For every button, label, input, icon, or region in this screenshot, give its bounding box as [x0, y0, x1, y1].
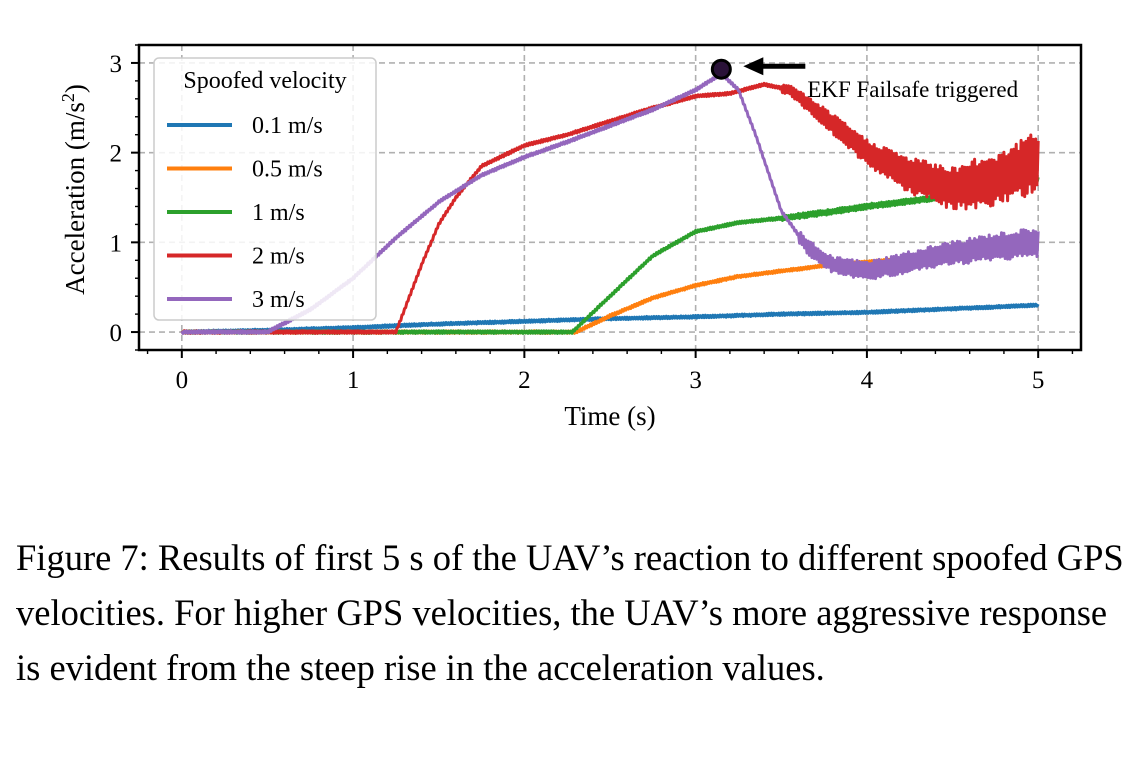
- annotation-arrowhead: [743, 57, 764, 76]
- legend-label: 0.5 m/s: [252, 157, 323, 183]
- y-tick-label: 2: [110, 141, 123, 168]
- figure-caption: Figure 7: Results of first 5 s of the UA…: [16, 537, 1124, 688]
- y-tick-label: 3: [110, 51, 123, 78]
- annotation: EKF Failsafe triggered: [710, 57, 1019, 102]
- legend-box: [153, 57, 377, 321]
- x-tick-label: 2: [518, 367, 531, 394]
- plot-frame: [137, 43, 1083, 352]
- legend-label: 2 m/s: [252, 244, 305, 270]
- legend: Spoofed velocity 0.1 m/s 0.5 m/s 1 m/s 2 m/…: [153, 57, 377, 321]
- x-tick-label: 4: [861, 367, 874, 394]
- x-tick-label: 0: [176, 367, 189, 394]
- legend-items: 0.1 m/s 0.5 m/s 1 m/s 2 m/s 3 m/s: [167, 113, 323, 313]
- axis-ticks: 0 1 2 3 4 5 0 1 2 3: [110, 44, 1074, 394]
- line-chart: EKF Failsafe triggered 0 1 2 3 4 5 0 1 2 3 Time (…: [58, 43, 1083, 431]
- x-tick-label: 3: [689, 367, 702, 394]
- chart-figure: EKF Failsafe triggered 0 1 2 3 4 5 0 1 2 3 Time (…: [58, 43, 1083, 431]
- annotation-text: EKF Failsafe triggered: [807, 77, 1018, 102]
- x-tick-label: 1: [347, 367, 360, 394]
- legend-label: 1 m/s: [252, 200, 305, 226]
- legend-label: 0.1 m/s: [252, 113, 323, 139]
- legend-title: Spoofed velocity: [183, 68, 346, 94]
- grid: [139, 45, 1081, 350]
- y-tick-label: 0: [110, 320, 123, 347]
- y-tick-label: 1: [110, 230, 123, 257]
- legend-label: 3 m/s: [252, 287, 305, 313]
- x-axis-label: Time (s): [564, 401, 655, 431]
- x-tick-label: 5: [1032, 367, 1045, 394]
- y-axis-label: Acceleration (m/s2): [58, 84, 90, 295]
- failsafe-marker: [710, 58, 732, 80]
- series-line: [180, 81, 1040, 335]
